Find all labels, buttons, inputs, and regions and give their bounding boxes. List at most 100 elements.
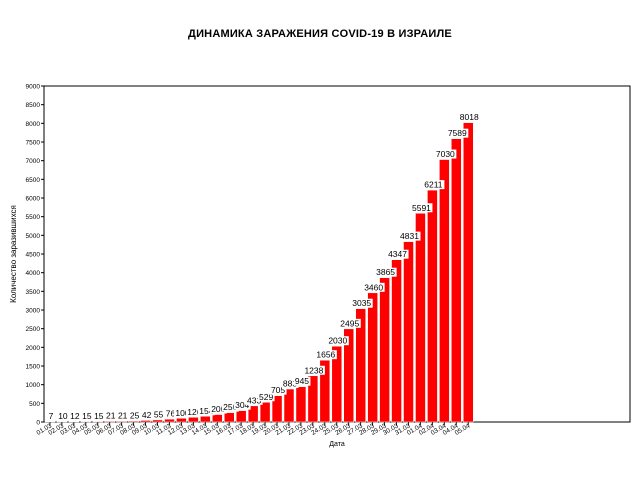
data-label: 21 [106,411,116,421]
bar [80,421,92,423]
data-label: 3865 [376,267,395,277]
data-label: 433 [247,395,261,405]
data-label-box [314,350,337,360]
data-label: 7 [49,411,54,421]
bar [235,410,247,423]
data-label: 529 [259,392,273,402]
data-label-box [80,411,93,421]
bar [403,241,414,423]
data-label: 12 [70,411,80,421]
bar [152,419,163,423]
bar [212,414,223,423]
data-label: 15 [94,411,104,421]
bar [427,189,438,423]
y-tick-label: 6500 [26,177,41,184]
data-label: 883 [283,379,297,389]
y-tick-label: 1500 [26,364,41,371]
bars [44,122,474,423]
y-tick-label: 3500 [26,289,41,296]
y-tick-label: 9000 [26,84,41,91]
y-tick-label: 2000 [26,345,41,352]
data-label-box [410,203,433,213]
bar [451,138,462,423]
data-label-box [185,407,203,417]
y-tick-label: 7500 [26,140,41,147]
data-label: 200 [211,404,225,414]
bar [104,420,115,423]
y-axis-label: Количество заразившихся [9,205,18,303]
bar [92,421,104,423]
data-label-box [92,411,105,421]
chart-title: ДИНАМИКА ЗАРАЖЕНИЯ COVID-19 В ИЗРАИЛЕ [188,28,452,40]
bar [188,417,199,423]
y-tick-label: 0 [36,420,40,427]
x-axis-label: Дата [329,441,345,448]
y-tick-label: 8000 [26,121,41,128]
data-label: 1656 [316,350,335,360]
data-label-box [164,409,177,419]
data-label: 7589 [448,128,467,138]
data-label-box [128,411,141,421]
data-label-box [458,112,481,122]
y-tick-label: 7000 [26,158,41,165]
y-tick-label: 500 [29,401,40,408]
data-label-box [56,411,69,421]
data-labels: 7 10 12 15 15 21 21 25 42 55 76 1001261542002503044… [47,112,481,421]
data-label: 55 [154,409,164,419]
data-label-box [293,376,311,386]
data-label-box [233,400,251,410]
data-label-box [281,379,299,389]
data-label-box [446,128,469,138]
data-label-box [104,411,117,421]
data-label: 945 [295,376,309,386]
data-label: 21 [118,411,128,421]
data-label: 15 [82,411,92,421]
y-tick-label: 2500 [26,326,41,333]
bar [463,122,474,423]
bar [439,159,450,423]
bar [176,418,187,423]
data-label-box [350,298,373,308]
bar [128,420,139,423]
data-label: 100 [175,408,189,418]
bar [391,259,402,423]
data-label-box [338,318,361,328]
data-label: 154 [199,406,213,416]
data-label-box [245,395,263,405]
data-label-box [434,149,457,159]
data-label: 304 [235,400,249,410]
data-label-box [302,365,325,375]
data-label: 5591 [412,203,431,213]
data-label-box [221,402,239,412]
bar [367,292,378,423]
bar [295,386,307,423]
data-label-box [257,392,275,402]
y-tick-label: 1000 [26,382,41,389]
data-label: 2495 [340,318,359,328]
data-label: 25 [130,411,140,421]
data-label: 10 [58,411,68,421]
data-label-box [422,180,445,190]
bar [379,277,390,423]
data-label: 3035 [352,298,371,308]
y-tick-label: 4500 [26,252,41,259]
data-label: 7030 [436,149,455,159]
bar [164,418,175,423]
data-label: 250 [223,402,237,412]
data-label-box [140,410,153,420]
data-label-box [173,408,191,418]
bar [259,402,271,423]
data-label: 4831 [400,231,419,241]
x-axis-ticks: 01.0302.0303.0304.0305.0306.0307.0308.03… [35,422,472,437]
data-label-box [197,406,215,416]
data-label: 2030 [328,336,347,346]
data-label: 705 [271,385,285,395]
y-tick-label: 6000 [26,196,41,203]
data-label: 1238 [304,365,323,375]
data-label-box [209,404,227,414]
bar [116,420,127,423]
bar [140,420,151,423]
data-label-box [398,231,421,241]
bar [200,416,211,423]
